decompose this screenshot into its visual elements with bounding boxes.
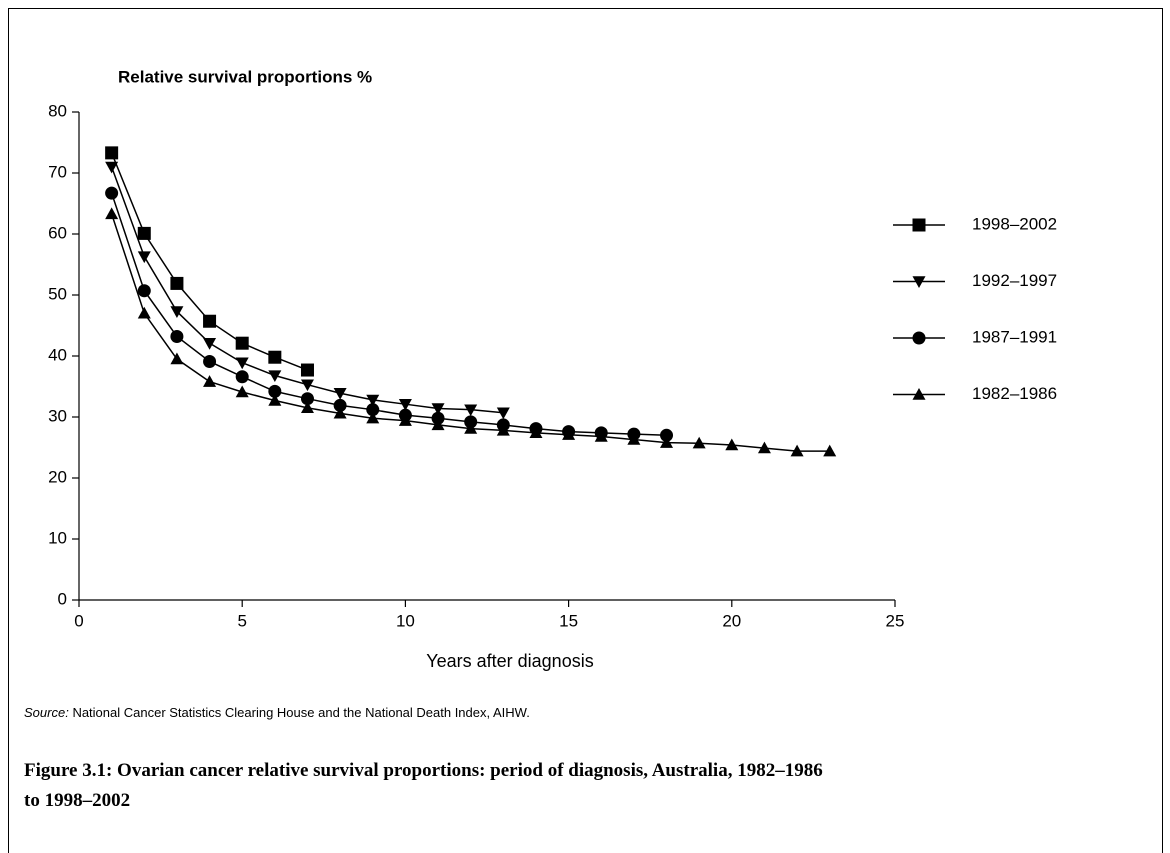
legend-marker <box>912 276 926 288</box>
data-point <box>235 336 249 350</box>
series-line <box>110 152 308 371</box>
caption: Figure 3.1: Ovarian cancer relative surv… <box>24 760 823 811</box>
legend-marker <box>912 331 926 345</box>
data-point <box>268 394 282 406</box>
data-point <box>105 146 119 160</box>
data-point <box>496 407 510 420</box>
data-point <box>203 314 217 328</box>
data-point <box>725 438 739 451</box>
x-axis-label: Years after diagnosis <box>426 651 593 671</box>
x-tick-label: 20 <box>722 611 741 630</box>
data-point <box>333 398 347 412</box>
data-point <box>398 398 412 411</box>
y-tick-label: 20 <box>48 467 67 486</box>
data-point <box>235 385 249 398</box>
legend-label: 1998–2002 <box>972 214 1057 233</box>
source-text: National Cancer Statistics Clearing Hous… <box>72 705 529 720</box>
data-point <box>496 423 510 436</box>
y-axis-label: Relative survival proportions % <box>118 67 372 86</box>
legend-marker <box>912 388 926 400</box>
y-tick-label: 60 <box>48 223 67 242</box>
data-point <box>137 306 151 319</box>
frame <box>8 8 1163 853</box>
data-point <box>366 403 380 417</box>
data-point <box>300 363 314 377</box>
data-point <box>105 161 119 174</box>
data-point <box>268 384 282 398</box>
data-point <box>235 370 249 384</box>
data-point <box>366 411 380 424</box>
data-point <box>105 186 119 200</box>
data-point <box>333 388 347 400</box>
data-point <box>594 430 608 442</box>
data-point <box>757 441 771 454</box>
data-point <box>660 436 674 448</box>
data-point <box>366 394 380 407</box>
data-point <box>660 428 674 442</box>
y-tick-label: 40 <box>48 345 67 364</box>
x-tick-label: 15 <box>559 611 578 630</box>
data-point <box>300 401 314 414</box>
source-label: Source: <box>24 705 69 720</box>
data-point <box>137 226 151 240</box>
data-point <box>333 406 347 419</box>
data-point <box>464 422 478 434</box>
y-tick-label: 0 <box>58 589 67 608</box>
legend-marker <box>912 218 926 232</box>
data-point <box>170 352 184 365</box>
data-point <box>105 207 119 220</box>
data-point <box>137 251 151 264</box>
data-point <box>823 444 837 457</box>
data-point <box>431 418 445 431</box>
data-point <box>203 354 217 368</box>
data-point <box>170 276 184 290</box>
data-point <box>464 415 478 429</box>
y-tick-label: 70 <box>48 162 67 181</box>
y-tick-label: 80 <box>48 101 67 120</box>
x-tick-label: 5 <box>237 611 246 630</box>
data-point <box>790 444 804 457</box>
y-tick-label: 10 <box>48 528 67 547</box>
data-point <box>268 370 282 383</box>
legend-label: 1982–1986 <box>972 384 1057 403</box>
data-point <box>137 284 151 298</box>
data-point <box>464 404 478 417</box>
source: Source: National Cancer Statistics Clear… <box>24 705 530 720</box>
legend-label: 1987–1991 <box>972 327 1057 346</box>
data-point <box>170 329 184 343</box>
y-tick-label: 50 <box>48 284 67 303</box>
data-point <box>692 436 706 449</box>
y-tick-label: 30 <box>48 406 67 425</box>
data-point <box>203 337 217 350</box>
data-point <box>300 379 314 392</box>
data-point <box>235 357 249 370</box>
data-point <box>431 411 445 425</box>
data-point <box>300 392 314 406</box>
data-point <box>170 306 184 318</box>
x-tick-label: 0 <box>74 611 83 630</box>
legend-label: 1992–1997 <box>972 271 1057 290</box>
data-point <box>398 414 412 426</box>
series-line <box>110 192 667 437</box>
data-point <box>431 403 445 415</box>
data-point <box>268 350 282 364</box>
data-point <box>529 426 543 439</box>
data-point <box>203 375 217 387</box>
data-point <box>627 433 641 445</box>
x-tick-label: 10 <box>396 611 415 630</box>
x-tick-label: 25 <box>886 611 905 630</box>
data-point <box>562 428 576 440</box>
